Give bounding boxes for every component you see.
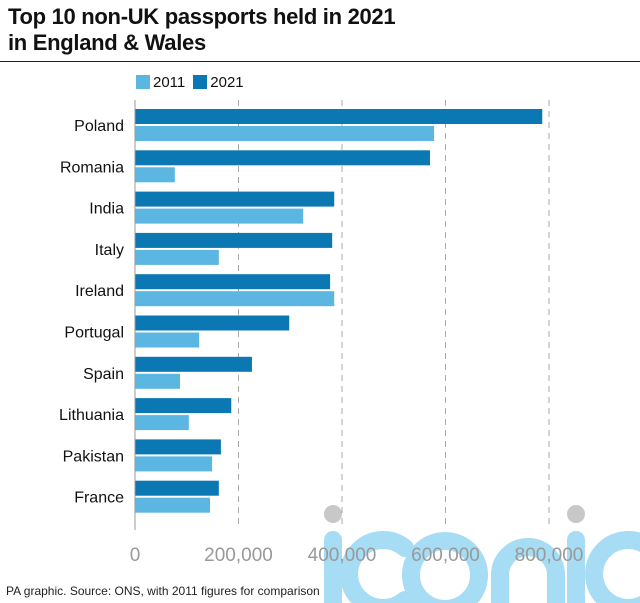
bar-2021 [135,398,232,414]
bar-2021 [135,191,335,207]
bar-2021 [135,356,252,372]
category-label: Portugal [64,325,124,342]
category-label: Ireland [75,283,124,300]
watermark-stroke [491,538,565,603]
legend-label: 2021 [210,74,244,91]
category-label: Italy [95,242,124,259]
legend-item-2021: 2021 [193,74,244,91]
category-label: Pakistan [63,448,124,465]
watermark-stroke [585,531,640,603]
bar-2011 [135,497,211,513]
category-label: Romania [60,159,124,176]
bar-2021 [135,274,331,290]
legend: 2011 2021 [136,74,244,91]
bar-2021 [135,109,543,124]
x-tick-label: 200,000 [204,545,273,566]
x-tick-label: 800,000 [515,545,584,566]
bar-2021 [135,150,430,166]
category-label: India [89,201,124,218]
bar-2011 [135,167,175,183]
category-label: Lithuania [59,407,124,424]
title-line-2: in England & Wales [8,30,206,55]
iconic-watermark-logo [324,505,640,603]
bar-2021 [135,232,333,248]
watermark-stroke [402,532,488,603]
x-tick-label: 0 [130,545,141,566]
category-label: Poland [74,118,124,135]
title-divider [0,61,640,62]
bar-2011 [135,332,200,348]
watermark-stroke [340,531,414,603]
category-label: Spain [83,366,124,383]
chart-title: Top 10 non-UK passports held in 2021 in … [8,4,396,56]
bar-2021 [135,439,221,455]
source-footer: PA graphic. Source: ONS, with 2011 figur… [6,584,320,598]
title-line-1: Top 10 non-UK passports held in 2021 [8,4,396,29]
bar-2011 [135,249,219,265]
bar-2011 [135,126,435,141]
legend-swatch [136,75,150,89]
x-tick-label: 400,000 [308,545,377,566]
legend-swatch [193,75,208,89]
bar-2011 [135,415,189,431]
bar-2011 [135,291,335,307]
bar-2021 [135,480,219,496]
x-tick-label: 600,000 [411,545,480,566]
legend-label: 2011 [153,74,186,91]
bar-2011 [135,208,304,224]
bar-2011 [135,456,213,472]
bar-2011 [135,373,181,389]
watermark-dot [324,505,342,523]
watermark-dot [567,505,585,523]
legend-item-2011: 2011 [136,74,185,91]
category-label: France [74,490,124,507]
bar-2021 [135,315,290,331]
